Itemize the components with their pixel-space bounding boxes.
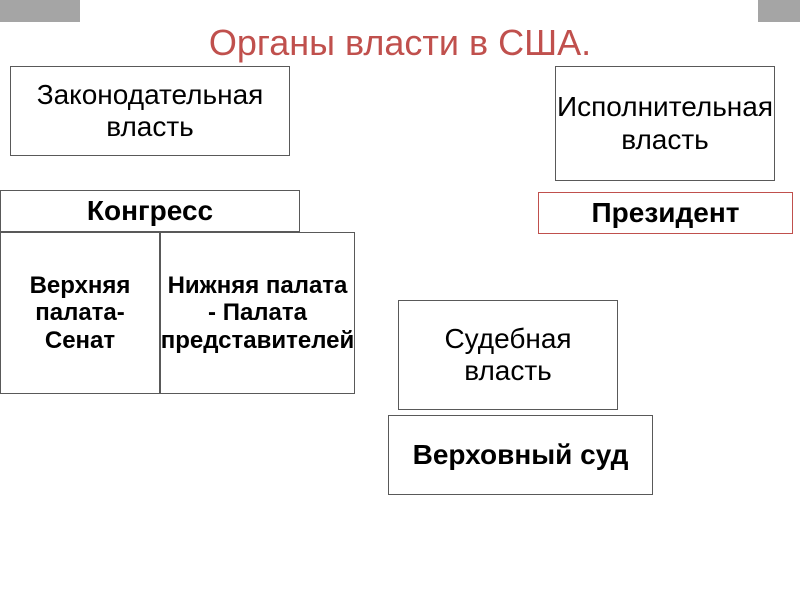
node-house: Нижняя палата - Палата представителей [160,232,355,394]
node-senate: Верхняя палата- Сенат [0,232,160,394]
node-label: Исполнительная власть [549,87,781,159]
node-label: Судебная власть [399,319,617,391]
node-legislative: Законодательная власть [10,66,290,156]
node-supreme: Верховный суд [388,415,653,495]
node-label: Верхняя палата- Сенат [1,268,159,359]
node-judicial: Судебная власть [398,300,618,410]
node-executive: Исполнительная власть [555,66,775,181]
decor-bar-right [758,0,800,22]
node-label: Конгресс [79,191,221,231]
diagram-title: Органы власти в США. [0,22,800,64]
node-president: Президент [538,192,793,234]
node-label: Верховный суд [405,435,637,475]
node-congress: Конгресс [0,190,300,232]
decor-bar-left [0,0,80,22]
node-label: Законодательная власть [11,75,289,147]
node-label: Нижняя палата - Палата представителей [153,268,363,359]
node-label: Президент [584,193,748,233]
